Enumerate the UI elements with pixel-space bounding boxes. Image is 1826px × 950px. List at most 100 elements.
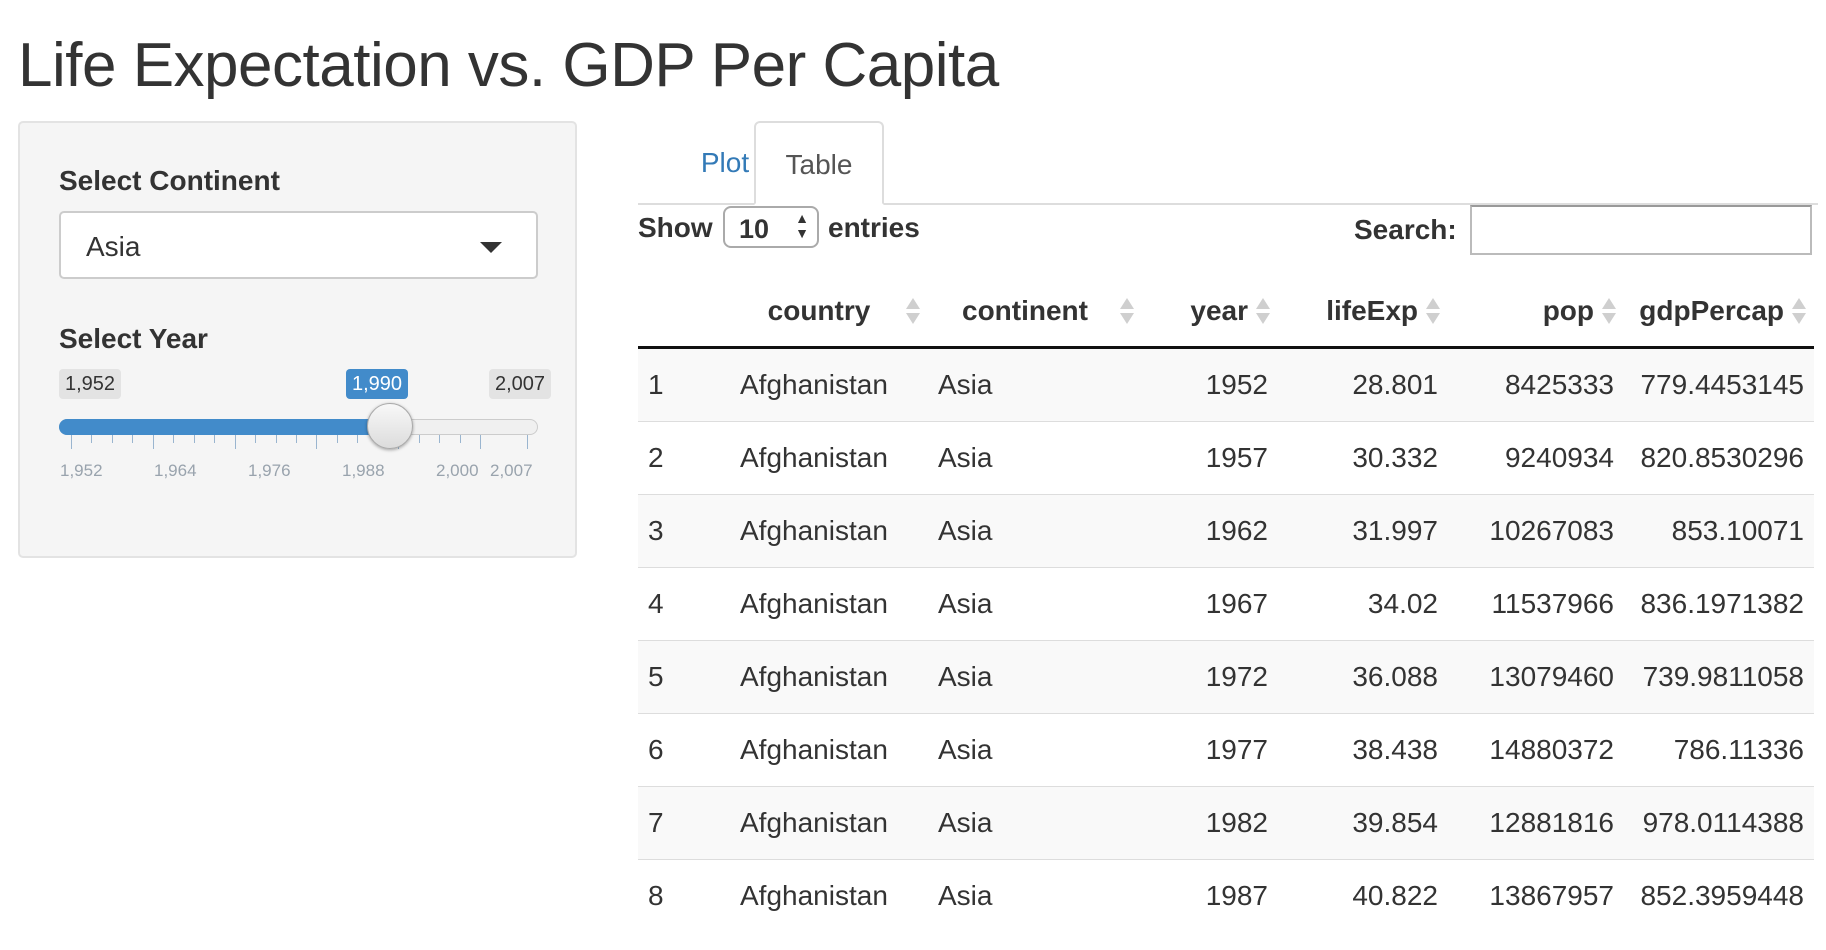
cell-continent: Asia (928, 421, 1142, 495)
cell-pop: 13867957 (1448, 859, 1624, 932)
table-header-row: country continent year lifeExp pop gdpPe… (638, 276, 1814, 349)
year-slider-fill (59, 419, 390, 435)
cell-lifeexp: 30.332 (1278, 421, 1448, 495)
sort-arrows-icon (1602, 298, 1616, 326)
slider-max-label: 2,007 (489, 369, 552, 399)
slider-grid-label: 2,000 (436, 461, 479, 480)
slider-tick (71, 435, 72, 449)
data-table: country continent year lifeExp pop gdpPe… (638, 276, 1814, 932)
column-header-label: lifeExp (1326, 295, 1418, 326)
table-row[interactable]: 4 Afghanistan Asia 1967 34.02 11537966 836.197… (638, 567, 1814, 641)
table-row[interactable]: 1 Afghanistan Asia 1952 28.801 8425333 779.445… (638, 347, 1814, 422)
slider-tick (255, 435, 257, 443)
cell-gdppercap: 820.8530296 (1624, 421, 1814, 495)
continent-label: Select Continent (59, 165, 280, 196)
cell-gdppercap: 786.11336 (1624, 713, 1814, 787)
slider-tick (527, 435, 528, 449)
cell-year: 1972 (1142, 640, 1278, 714)
cell-pop: 12881816 (1448, 786, 1624, 860)
page-title: Life Expectation vs. GDP Per Capita (18, 31, 999, 100)
column-header-label: continent (962, 295, 1088, 326)
cell-year: 1982 (1142, 786, 1278, 860)
table-row[interactable]: 6 Afghanistan Asia 1977 38.438 14880372 786.11… (638, 713, 1814, 787)
cell-pop: 8425333 (1448, 347, 1624, 422)
caret-down-icon (480, 242, 502, 253)
cell-lifeexp: 36.088 (1278, 640, 1448, 714)
table-row[interactable]: 7 Afghanistan Asia 1982 39.854 12881816 978.01… (638, 786, 1814, 860)
sort-arrows-icon (1256, 298, 1270, 326)
column-header-continent[interactable]: continent (928, 276, 1142, 349)
year-label: Select Year (59, 323, 208, 354)
slider-tick (295, 435, 297, 443)
cell-year: 1977 (1142, 713, 1278, 787)
entries-label: entries (828, 212, 920, 243)
cell-year: 1952 (1142, 347, 1278, 422)
slider-tick (91, 435, 93, 443)
column-header-country[interactable]: country (730, 276, 928, 349)
cell-country: Afghanistan (730, 494, 928, 568)
sidebar-panel: Select Continent Asia Select Year 1,952 … (18, 121, 577, 558)
cell-continent: Asia (928, 713, 1142, 787)
column-header-pop[interactable]: pop (1448, 276, 1624, 349)
search-input[interactable] (1470, 205, 1812, 255)
slider-grid-label: 1,976 (248, 461, 291, 480)
slider-grid-label: 1,952 (60, 461, 103, 480)
slider-grid-label: 2,007 (490, 461, 533, 480)
cell-continent: Asia (928, 786, 1142, 860)
cell-gdppercap: 978.0114388 (1624, 786, 1814, 860)
table-row[interactable]: 5 Afghanistan Asia 1972 36.088 13079460 739.98… (638, 640, 1814, 714)
cell-lifeexp: 34.02 (1278, 567, 1448, 641)
cell-lifeexp: 28.801 (1278, 347, 1448, 422)
cell-gdppercap: 852.3959448 (1624, 859, 1814, 932)
cell-index: 4 (638, 567, 730, 641)
cell-continent: Asia (928, 859, 1142, 932)
table-row[interactable]: 2 Afghanistan Asia 1957 30.332 9240934 820.853… (638, 421, 1814, 495)
slider-tick (418, 435, 420, 443)
tab-divider (638, 203, 1818, 205)
column-header-lifeexp[interactable]: lifeExp (1278, 276, 1448, 349)
cell-index: 3 (638, 494, 730, 568)
entries-length-select[interactable]: 10 ▲ ▼ (723, 206, 819, 248)
show-label: Show (638, 212, 713, 243)
cell-year: 1967 (1142, 567, 1278, 641)
cell-index: 8 (638, 859, 730, 932)
cell-country: Afghanistan (730, 567, 928, 641)
column-header-year[interactable]: year (1142, 276, 1278, 349)
slider-tick (152, 435, 154, 449)
column-header-label: country (767, 295, 871, 326)
slider-tick (111, 435, 113, 443)
continent-select[interactable]: Asia (59, 211, 538, 279)
tab-table[interactable]: Table (754, 121, 884, 205)
slider-tick (234, 435, 236, 449)
cell-gdppercap: 739.9811058 (1624, 640, 1814, 714)
slider-tick (357, 435, 359, 443)
cell-continent: Asia (928, 494, 1142, 568)
column-header-gdppercap[interactable]: gdpPercap (1624, 276, 1814, 349)
slider-tick (316, 435, 318, 449)
table-row[interactable]: 3 Afghanistan Asia 1962 31.997 10267083 853.10… (638, 494, 1814, 568)
column-header-index (638, 276, 730, 349)
cell-year: 1962 (1142, 494, 1278, 568)
sort-arrows-icon (1426, 298, 1440, 326)
slider-min-label: 1,952 (59, 369, 122, 399)
cell-index: 6 (638, 713, 730, 787)
slider-tick (336, 435, 338, 443)
tab-plot[interactable]: Plot (700, 147, 750, 178)
year-slider-handle[interactable] (366, 403, 413, 449)
cell-country: Afghanistan (730, 421, 928, 495)
cell-index: 1 (638, 347, 730, 422)
sort-arrows-icon (906, 298, 920, 326)
cell-pop: 9240934 (1448, 421, 1624, 495)
cell-lifeexp: 38.438 (1278, 713, 1448, 787)
cell-country: Afghanistan (730, 347, 928, 422)
table-row[interactable]: 8 Afghanistan Asia 1987 40.822 13867957 852.39… (638, 859, 1814, 932)
slider-grid-label: 1,988 (342, 461, 385, 480)
cell-country: Afghanistan (730, 786, 928, 860)
cell-lifeexp: 31.997 (1278, 494, 1448, 568)
cell-gdppercap: 779.4453145 (1624, 347, 1814, 422)
cell-country: Afghanistan (730, 640, 928, 714)
slider-grid-label: 1,964 (154, 461, 197, 480)
slider-value-label: 1,990 (346, 369, 409, 399)
search-label: Search: (1354, 214, 1457, 245)
cell-continent: Asia (928, 347, 1142, 422)
